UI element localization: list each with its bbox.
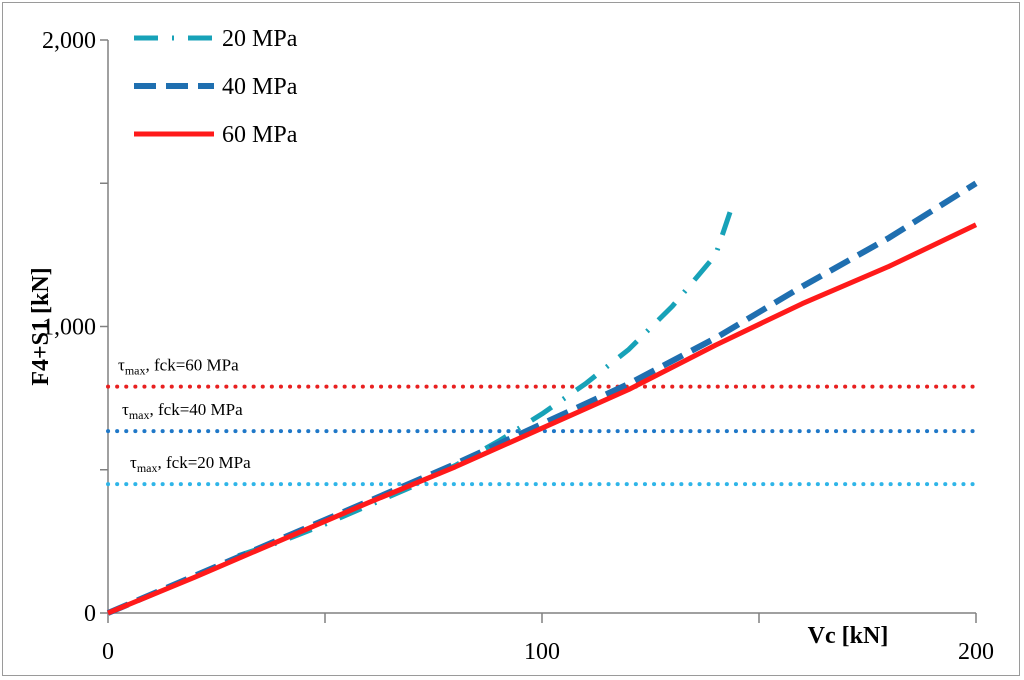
y-tick-label: 2,000 — [42, 28, 96, 54]
legend-label: 60 MPa — [222, 122, 298, 148]
legend: 20 MPa 40 MPa 60 MPa — [134, 26, 298, 148]
tau-max-reference-label: τmax, fck=40 MPa — [122, 400, 243, 422]
legend-label: 40 MPa — [222, 74, 298, 100]
series-line — [107, 222, 978, 616]
reference-lines: τmax, fck=60 MPa τmax, fck=40 MPa τmax, fc… — [106, 356, 978, 487]
series-line — [237, 202, 736, 559]
x-tick-label: 200 — [958, 639, 994, 665]
series-line — [106, 180, 978, 616]
y-tick-label: 0 — [84, 601, 96, 627]
tau-max-reference-label: τmax, fck=60 MPa — [118, 356, 239, 378]
axes: 0 1,000 2,000 0 100 200 — [42, 28, 994, 665]
y-axis-title: F4+S1 [kN] — [28, 267, 54, 385]
x-axis-title: Vc [kN] — [808, 623, 889, 649]
x-tick-label: 0 — [102, 639, 114, 665]
series-lines — [106, 180, 978, 616]
tau-max-reference-label: τmax, fck=20 MPa — [130, 453, 251, 475]
legend-label: 20 MPa — [222, 26, 298, 52]
y-tick-label: 1,000 — [42, 315, 96, 341]
x-tick-label: 100 — [524, 639, 560, 665]
